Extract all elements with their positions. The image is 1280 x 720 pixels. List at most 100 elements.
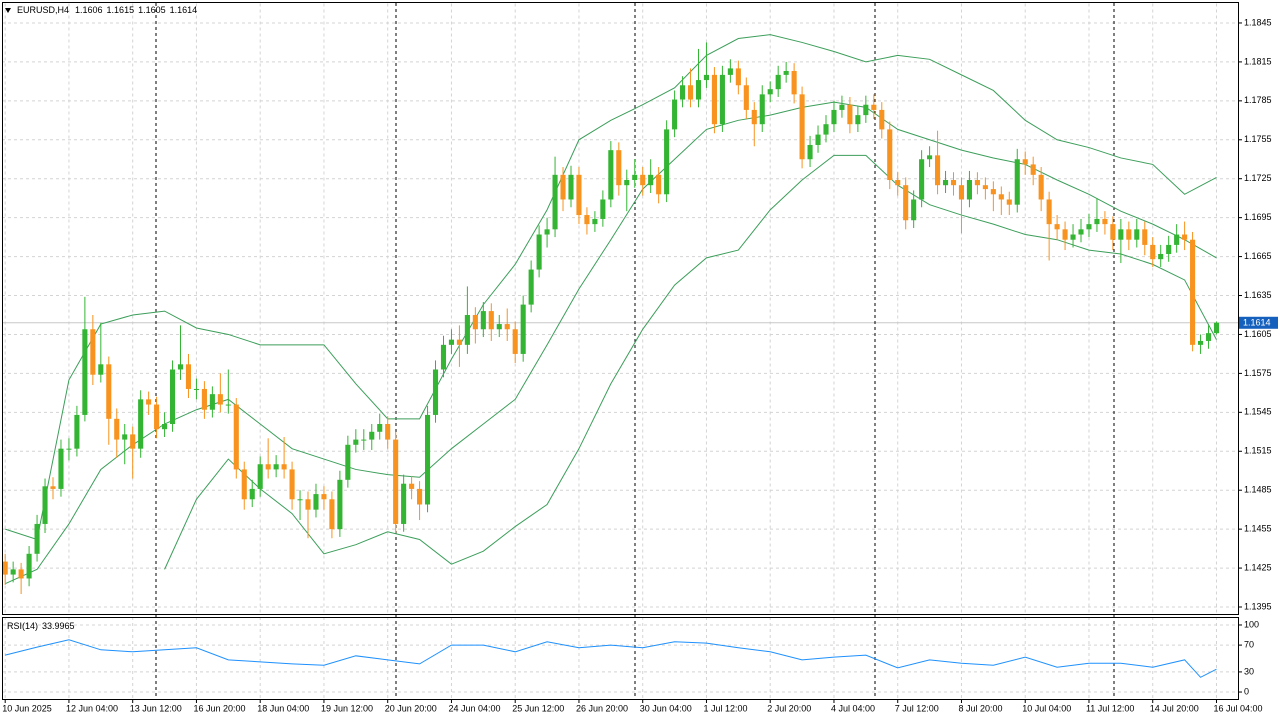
candle-body <box>1070 234 1076 240</box>
candle-body <box>632 174 638 181</box>
candle-body <box>18 569 24 579</box>
candle-body <box>106 364 112 419</box>
candle-body <box>193 388 199 390</box>
bollinger-upper <box>5 34 1217 541</box>
candle-body <box>424 414 431 505</box>
candle-body <box>640 174 646 186</box>
candle-body <box>353 439 359 445</box>
candle-body <box>648 174 654 186</box>
candle-body <box>225 404 231 406</box>
candle-body <box>361 439 367 441</box>
x-tick-label: 26 Jun 20:00 <box>576 703 628 713</box>
candle-body <box>281 464 287 470</box>
candle-body <box>393 439 399 524</box>
candle-body <box>1094 218 1100 225</box>
x-tick-label: 16 Jun 20:00 <box>193 703 245 713</box>
candle-body <box>831 109 837 125</box>
candle-body <box>1213 322 1220 334</box>
candle-body <box>249 488 255 500</box>
x-tick-label: 16 Jul 04:00 <box>1213 703 1262 713</box>
candle-body <box>257 464 263 489</box>
candle-body <box>751 109 757 125</box>
y-tick-label: 1.1545 <box>1244 407 1272 417</box>
candle-body <box>942 180 949 186</box>
candle-body <box>919 159 925 200</box>
candle-body <box>560 174 566 200</box>
candle-body <box>321 494 327 500</box>
candle-body <box>863 104 869 116</box>
candle-body <box>26 553 32 579</box>
open-price: 1.1606 <box>75 5 103 15</box>
candle-body <box>122 434 128 440</box>
y-tick-label: 1.1515 <box>1244 446 1272 456</box>
mark-layer <box>2 34 1220 678</box>
x-tick-label: 2 Jul 20:00 <box>767 703 811 713</box>
candle-body <box>887 129 893 181</box>
y-tick-label: 1.1695 <box>1244 212 1272 222</box>
candle-body <box>169 369 176 425</box>
candle-body <box>911 199 917 221</box>
candle-body <box>1022 159 1028 165</box>
y-tick-label: 100 <box>1244 619 1259 629</box>
candle-body <box>823 124 829 135</box>
candle-body <box>703 74 710 81</box>
candle-body <box>377 424 383 432</box>
candle-body <box>480 311 486 330</box>
candle-body <box>1078 229 1084 235</box>
candle-body <box>1038 174 1044 200</box>
y-tick-label: 1.1845 <box>1244 17 1272 27</box>
candle-body <box>536 234 542 270</box>
candle-body <box>520 304 526 354</box>
y-tick-label: 1.1485 <box>1244 485 1272 495</box>
rsi-panel-frame <box>2 617 1239 700</box>
y-tick-label: 1.1755 <box>1244 134 1272 144</box>
candle-body <box>74 414 80 449</box>
y-tick-label: 1.1455 <box>1244 524 1272 534</box>
grid-layer <box>2 3 1238 699</box>
candle-body <box>735 68 741 86</box>
current-price-label: 1.1614 <box>1243 318 1271 328</box>
y-tick-label: 1.1785 <box>1244 95 1272 105</box>
candle-body <box>201 388 207 410</box>
candle-body <box>743 85 749 110</box>
candle-body <box>1182 234 1188 240</box>
candle-body <box>114 418 120 440</box>
candle-body <box>1126 229 1132 240</box>
candle-body <box>990 189 996 195</box>
candle-body <box>337 479 343 530</box>
candle-body <box>815 134 821 145</box>
x-tick-label: 18 Jun 04:00 <box>257 703 309 713</box>
candle-body <box>695 80 702 100</box>
candle-body <box>847 104 853 125</box>
candle-body <box>879 109 885 130</box>
candle-body <box>974 180 980 186</box>
candle-body <box>217 394 223 405</box>
candle-body <box>616 150 622 186</box>
candle-body <box>496 324 502 330</box>
candle-body <box>185 364 192 389</box>
y-tick-label: 1.1665 <box>1244 251 1272 261</box>
candle-body <box>584 215 590 225</box>
candle-body <box>711 74 717 125</box>
menu-triangle[interactable] <box>5 8 11 13</box>
candle-body <box>512 329 518 354</box>
candle-body <box>504 324 510 330</box>
candle-body <box>982 185 988 190</box>
candle-body <box>432 369 439 415</box>
main-panel-frame <box>2 2 1239 615</box>
x-tick-label: 12 Jun 04:00 <box>66 703 118 713</box>
candle-body <box>687 85 694 100</box>
y-tick-label: 70 <box>1244 639 1254 649</box>
candle-body <box>162 424 168 430</box>
candle-body <box>624 180 630 186</box>
candle-body <box>329 499 335 530</box>
candle-body <box>727 68 733 75</box>
candle-body <box>82 329 88 415</box>
candle-body <box>799 94 805 160</box>
candle-body <box>1030 164 1036 175</box>
candle-body <box>313 494 319 510</box>
x-tick-label: 14 Jul 20:00 <box>1150 703 1199 713</box>
candle-body <box>1190 239 1196 345</box>
candle-body <box>528 269 534 305</box>
